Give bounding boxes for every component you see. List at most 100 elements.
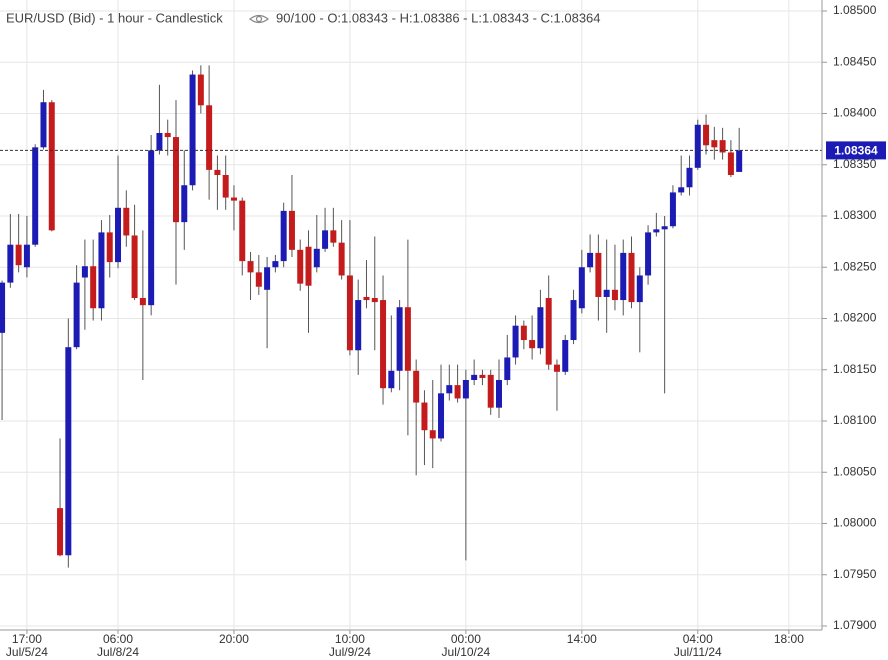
candle-body bbox=[438, 393, 445, 439]
candle-body bbox=[462, 380, 469, 399]
candle-body bbox=[32, 147, 39, 245]
candle-body bbox=[98, 232, 105, 309]
candle-body bbox=[90, 266, 97, 309]
candle-body bbox=[736, 150, 743, 172]
chart-title: EUR/USD (Bid) - 1 hour - Candlestick bbox=[6, 10, 223, 25]
candle-body bbox=[73, 282, 80, 348]
candle-body bbox=[131, 235, 138, 298]
candle-body bbox=[272, 261, 279, 268]
candle-body bbox=[230, 197, 237, 201]
candle-body bbox=[40, 102, 47, 148]
y-tick-label: 1.07900 bbox=[833, 618, 877, 632]
candle-body bbox=[413, 370, 420, 403]
candle-body bbox=[620, 252, 627, 301]
candle-body bbox=[297, 249, 304, 284]
candle-body bbox=[553, 364, 560, 372]
y-tick-label: 1.08450 bbox=[833, 54, 877, 68]
y-tick-label: 1.08400 bbox=[833, 106, 877, 120]
candle-body bbox=[164, 132, 171, 138]
x-tick-date: Jul/8/24 bbox=[97, 645, 139, 659]
candle-body bbox=[537, 307, 544, 349]
candle-body bbox=[512, 325, 519, 358]
candle-body bbox=[479, 374, 486, 378]
last-price-label: 1.08364 bbox=[834, 144, 878, 158]
y-tick-label: 1.08050 bbox=[833, 464, 877, 478]
candle-body bbox=[371, 298, 378, 303]
candle-body bbox=[570, 300, 577, 341]
candle-body bbox=[529, 340, 536, 349]
ohlc-info: 90/100 - O:1.08343 - H:1.08386 - L:1.083… bbox=[276, 10, 601, 25]
candle-body bbox=[264, 267, 271, 290]
x-tick-date: Jul/5/24 bbox=[6, 645, 48, 659]
candle-body bbox=[48, 102, 55, 231]
candle-body bbox=[727, 152, 734, 175]
x-tick-label: 20:00 bbox=[219, 632, 249, 646]
candle-body bbox=[504, 357, 511, 380]
candle-body bbox=[305, 246, 312, 286]
x-tick-label: 04:00 bbox=[683, 632, 713, 646]
candle-body bbox=[313, 248, 320, 268]
candle-body bbox=[686, 167, 693, 188]
candle-body bbox=[206, 105, 213, 170]
y-tick-label: 1.08150 bbox=[833, 362, 877, 376]
candle-body bbox=[603, 289, 610, 297]
y-tick-label: 1.08000 bbox=[833, 516, 877, 530]
candle-body bbox=[172, 137, 179, 223]
candle-body bbox=[628, 252, 635, 303]
candle-body bbox=[446, 385, 453, 394]
candle-body bbox=[388, 370, 395, 389]
x-tick-label: 10:00 bbox=[335, 632, 365, 646]
candle-body bbox=[562, 340, 569, 372]
x-tick-label: 17:00 bbox=[12, 632, 42, 646]
candle-body bbox=[645, 232, 652, 276]
candle-body bbox=[181, 185, 188, 223]
candle-body bbox=[611, 289, 618, 301]
candle-body bbox=[545, 298, 552, 365]
candle-body bbox=[65, 347, 72, 556]
x-tick-date: Jul/9/24 bbox=[329, 645, 371, 659]
candle-body bbox=[595, 252, 602, 297]
candle-body bbox=[7, 244, 14, 283]
candle-body bbox=[338, 242, 345, 276]
candle-body bbox=[404, 307, 411, 371]
candle-body bbox=[719, 140, 726, 153]
last-price-box bbox=[826, 141, 886, 160]
candle-body bbox=[495, 380, 502, 408]
candle-body bbox=[636, 275, 643, 303]
candle-body bbox=[148, 150, 155, 306]
candle-body bbox=[322, 230, 329, 249]
candle-body bbox=[694, 124, 701, 168]
candle-body bbox=[81, 266, 88, 278]
candle-body bbox=[239, 200, 246, 262]
candle-body bbox=[653, 229, 660, 233]
candle-body bbox=[23, 244, 30, 268]
candle-body bbox=[471, 374, 478, 380]
candle-body bbox=[214, 169, 221, 175]
candle-body bbox=[197, 74, 204, 106]
candle-body bbox=[661, 226, 668, 230]
x-tick-label: 06:00 bbox=[103, 632, 133, 646]
candle-body bbox=[247, 261, 254, 273]
y-tick-label: 1.08300 bbox=[833, 208, 877, 222]
y-tick-label: 1.08250 bbox=[833, 259, 877, 273]
candle-body bbox=[711, 140, 718, 148]
candle-body bbox=[15, 244, 22, 266]
axes: 1.08500 1.08450 1.08400 1.08350 1.08300 1.082… bbox=[6, 3, 886, 659]
candle-body bbox=[156, 132, 163, 151]
eye-icon bbox=[249, 14, 269, 24]
candle-body bbox=[57, 508, 64, 556]
candle-body bbox=[255, 272, 262, 287]
y-tick-label: 1.08350 bbox=[833, 157, 877, 171]
candle-body bbox=[355, 300, 362, 351]
candle-body bbox=[123, 207, 130, 236]
candle-body bbox=[0, 282, 6, 333]
x-tick-date: Jul/10/24 bbox=[442, 645, 491, 659]
y-tick-label: 1.08100 bbox=[833, 413, 877, 427]
candle-body bbox=[189, 74, 196, 186]
candle-body bbox=[346, 275, 353, 351]
candle-body bbox=[669, 192, 676, 227]
candle-body bbox=[222, 175, 229, 198]
candle-body bbox=[678, 187, 685, 193]
y-tick-label: 1.08500 bbox=[833, 3, 877, 17]
